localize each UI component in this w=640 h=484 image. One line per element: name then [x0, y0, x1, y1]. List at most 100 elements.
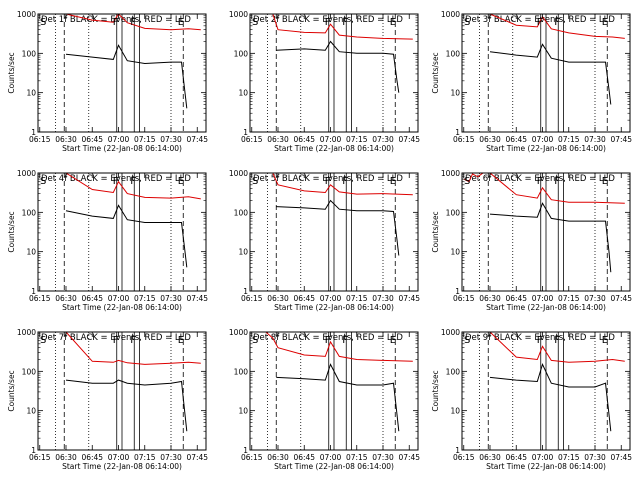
y-tick-label: 100: [22, 49, 37, 58]
x-tick-label: 07:00: [320, 135, 342, 144]
y-tick-label: 1: [243, 446, 248, 455]
y-tick-label: 100: [22, 208, 37, 217]
chart-title: Det 5f BLACK = Events, RED = LLD: [253, 174, 403, 184]
marker-flare: F: [325, 335, 331, 346]
x-tick-label: 07:15: [134, 453, 156, 462]
x-tick-label: 07:15: [134, 294, 156, 303]
x-tick-label: 06:15: [453, 453, 475, 462]
x-tick-label: 07:45: [398, 135, 420, 144]
x-axis-label: Start Time (22-Jan-08 06:14:00): [486, 303, 606, 312]
series-line-events: [65, 44, 188, 109]
marker-end: E: [602, 335, 608, 346]
marker-flare: F: [342, 17, 348, 28]
x-tick-label: 06:45: [505, 453, 527, 462]
y-tick-label: 10: [238, 248, 248, 257]
x-tick-label: 07:30: [160, 294, 182, 303]
marker-flare: F: [537, 176, 543, 187]
x-tick-label: 06:15: [241, 453, 263, 462]
plot-frame: [37, 331, 207, 451]
y-tick-label: 1: [243, 128, 248, 137]
x-tick-label: 06:45: [81, 294, 103, 303]
y-tick-label: 100: [446, 367, 461, 376]
plot-frame: [249, 13, 419, 133]
y-axis-label: Counts/sec: [7, 52, 16, 93]
x-tick-label: 06:45: [293, 294, 315, 303]
marker-start: S: [464, 176, 470, 187]
series-line-events: [489, 363, 612, 432]
y-tick-label: 1000: [17, 328, 36, 337]
x-tick-label: 06:30: [479, 453, 501, 462]
x-tick-label: 07:30: [584, 453, 606, 462]
x-tick-label: 07:45: [398, 294, 420, 303]
x-tick-label: 07:30: [584, 135, 606, 144]
x-tick-label: 06:15: [241, 135, 263, 144]
series-line-events: [276, 40, 400, 93]
y-tick-label: 1000: [441, 169, 460, 178]
marker-end: E: [390, 17, 396, 28]
series-line-lld: [48, 173, 201, 200]
series-line-lld: [472, 14, 625, 39]
y-tick-label: 100: [22, 367, 37, 376]
y-tick-label: 10: [450, 89, 460, 98]
marker-end: E: [178, 176, 184, 187]
plot-frame: [249, 172, 419, 292]
y-axis-label: Counts/sec: [7, 370, 16, 411]
x-tick-label: 06:30: [479, 135, 501, 144]
marker-flare: F: [113, 176, 119, 187]
marker-flare: F: [130, 17, 136, 28]
x-tick-label: 06:45: [505, 135, 527, 144]
x-tick-label: 06:15: [453, 294, 475, 303]
marker-flare: F: [113, 17, 119, 28]
plot-frame: [461, 172, 631, 292]
x-tick-label: 07:45: [398, 453, 420, 462]
x-tick-label: 07:45: [186, 453, 208, 462]
marker-flare: F: [342, 335, 348, 346]
y-tick-label: 10: [238, 89, 248, 98]
chart-title: Det 8f BLACK = Events, RED = LLD: [253, 333, 403, 343]
x-axis-label: Start Time (22-Jan-08 06:14:00): [62, 303, 182, 312]
marker-end: E: [390, 176, 396, 187]
chart-title: Det 9f BLACK = Events, RED = LLD: [465, 333, 615, 343]
y-tick-label: 10: [26, 89, 36, 98]
x-tick-label: 07:45: [610, 294, 632, 303]
marker-flare: F: [325, 176, 331, 187]
x-tick-label: 07:30: [160, 453, 182, 462]
x-tick-label: 07:00: [532, 453, 554, 462]
marker-start: S: [40, 176, 46, 187]
marker-flare: F: [325, 17, 331, 28]
y-tick-label: 1000: [17, 169, 36, 178]
marker-start: S: [40, 17, 46, 28]
x-tick-label: 07:45: [610, 135, 632, 144]
x-tick-label: 07:15: [558, 453, 580, 462]
y-tick-label: 100: [446, 49, 461, 58]
x-axis-label: Start Time (22-Jan-08 06:14:00): [274, 144, 394, 153]
x-axis-label: Start Time (22-Jan-08 06:14:00): [62, 144, 182, 153]
y-tick-label: 10: [26, 248, 36, 257]
x-tick-label: 07:00: [320, 294, 342, 303]
x-tick-label: 07:00: [108, 135, 130, 144]
y-tick-label: 1: [455, 287, 460, 296]
x-tick-label: 07:15: [346, 135, 368, 144]
x-tick-label: 07:15: [346, 294, 368, 303]
y-tick-label: 1000: [441, 10, 460, 19]
marker-flare: F: [554, 176, 560, 187]
x-tick-label: 07:45: [186, 135, 208, 144]
x-tick-label: 06:30: [55, 294, 77, 303]
x-tick-label: 06:30: [267, 453, 289, 462]
series-line-lld: [48, 332, 201, 365]
chart-title: Det 4f BLACK = Events, RED = LLD: [41, 174, 191, 184]
series-line-lld: [48, 14, 201, 31]
x-tick-label: 07:15: [346, 453, 368, 462]
y-axis-label: Counts/sec: [431, 211, 440, 252]
x-tick-label: 07:30: [160, 135, 182, 144]
y-tick-label: 1000: [229, 10, 248, 19]
x-axis-label: Start Time (22-Jan-08 06:14:00): [274, 462, 394, 471]
marker-end: E: [178, 335, 184, 346]
